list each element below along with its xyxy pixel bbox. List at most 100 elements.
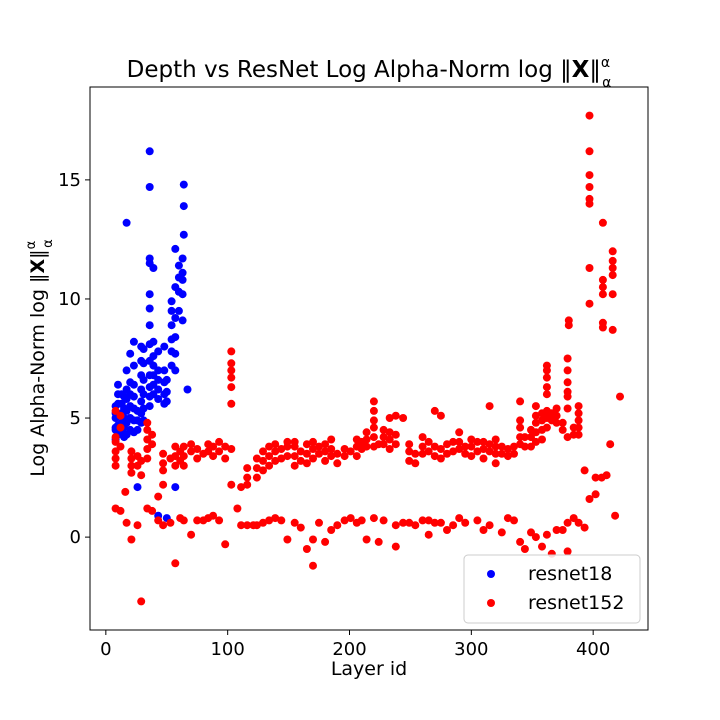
point-resnet152-187 <box>411 459 420 468</box>
point-resnet152-214 <box>455 428 464 437</box>
point-resnet18-67 <box>145 290 154 299</box>
point-resnet152-54 <box>187 447 196 456</box>
point-resnet152-40 <box>166 518 175 527</box>
point-resnet152-303 <box>574 430 583 439</box>
point-resnet152-207 <box>443 440 451 449</box>
point-resnet152-200 <box>430 442 439 451</box>
chart-title: Depth vs ResNet Log Alpha-Norm log ‖X‖α α <box>127 55 612 91</box>
point-resnet152-119 <box>296 523 305 532</box>
point-resnet152-134 <box>321 440 330 449</box>
point-resnet152-30 <box>148 506 157 515</box>
point-resnet152-204 <box>436 411 445 420</box>
point-resnet152-336 <box>608 247 617 256</box>
point-resnet18-106 <box>171 483 180 492</box>
point-resnet152-102 <box>271 447 280 456</box>
point-resnet152-308 <box>574 518 583 527</box>
point-resnet18-39 <box>129 380 138 389</box>
point-resnet152-5 <box>111 433 120 442</box>
point-resnet152-138 <box>327 435 336 444</box>
point-resnet152-227 <box>479 437 488 446</box>
point-resnet152-317 <box>585 264 594 272</box>
point-resnet152-283 <box>552 411 561 420</box>
x-tick-label-200: 200 <box>332 639 366 660</box>
point-resnet18-42 <box>133 425 142 434</box>
point-resnet152-163 <box>369 406 378 415</box>
point-resnet152-87 <box>243 521 252 530</box>
point-resnet152-223 <box>473 437 482 446</box>
point-resnet152-70 <box>221 540 230 549</box>
point-resnet152-101 <box>271 456 280 465</box>
point-resnet152-135 <box>321 537 330 546</box>
point-resnet152-249 <box>516 416 525 425</box>
point-resnet152-208 <box>443 526 451 534</box>
point-resnet152-57 <box>193 454 202 463</box>
point-resnet152-184 <box>405 447 414 456</box>
point-resnet152-105 <box>277 454 286 463</box>
point-resnet152-210 <box>449 437 458 446</box>
point-resnet152-235 <box>491 442 500 451</box>
point-resnet18-55 <box>139 390 148 399</box>
point-resnet152-192 <box>418 433 427 442</box>
point-resnet152-178 <box>391 411 400 420</box>
point-resnet152-50 <box>179 461 188 470</box>
point-resnet152-335 <box>608 256 617 265</box>
point-resnet152-288 <box>558 526 567 534</box>
point-resnet18-80 <box>154 385 163 394</box>
legend-box <box>463 554 641 624</box>
point-resnet152-218 <box>461 518 470 527</box>
point-resnet152-169 <box>379 433 388 442</box>
point-resnet152-85 <box>243 473 252 482</box>
point-resnet152-18 <box>133 521 142 530</box>
legend: resnet18 resnet152 <box>463 554 641 624</box>
y-axis-ticks: 0 5 10 15 <box>58 170 90 548</box>
point-resnet152-197 <box>424 516 433 525</box>
point-resnet152-273 <box>542 390 551 399</box>
point-resnet152-117 <box>296 456 305 465</box>
point-resnet152-299 <box>564 316 573 325</box>
point-resnet18-115 <box>178 316 187 325</box>
point-resnet152-327 <box>598 275 607 284</box>
point-resnet152-240 <box>503 452 512 461</box>
point-resnet152-72 <box>221 442 230 451</box>
point-resnet152-81 <box>233 504 242 513</box>
point-resnet152-2 <box>111 454 120 463</box>
point-resnet152-241 <box>503 445 512 453</box>
point-resnet152-100 <box>265 516 274 525</box>
point-resnet152-213 <box>455 437 464 446</box>
point-resnet152-263 <box>531 402 540 411</box>
point-resnet152-118 <box>296 447 305 456</box>
point-resnet152-232 <box>485 521 494 530</box>
point-resnet152-55 <box>187 440 196 449</box>
point-resnet152-9 <box>116 423 125 432</box>
point-resnet152-56 <box>193 516 202 525</box>
point-resnet152-21 <box>137 597 146 606</box>
point-resnet18-114 <box>178 254 187 263</box>
point-resnet152-191 <box>418 442 427 451</box>
point-resnet152-58 <box>193 445 202 453</box>
point-resnet152-144 <box>340 445 349 453</box>
point-resnet152-228 <box>479 526 488 534</box>
point-resnet152-242 <box>503 514 512 523</box>
point-resnet152-182 <box>399 414 408 422</box>
point-resnet152-230 <box>485 440 494 449</box>
point-resnet18-89 <box>160 342 169 351</box>
point-resnet152-49 <box>179 516 188 525</box>
point-resnet152-132 <box>321 456 330 465</box>
point-resnet152-1 <box>111 461 120 470</box>
point-resnet152-110 <box>283 437 292 446</box>
point-resnet152-137 <box>327 445 336 453</box>
point-resnet152-22 <box>137 471 146 480</box>
point-resnet152-66 <box>209 442 218 451</box>
point-resnet152-140 <box>333 459 342 468</box>
point-resnet152-220 <box>467 442 476 451</box>
point-resnet152-188 <box>411 449 420 458</box>
point-resnet152-215 <box>455 514 464 523</box>
point-resnet152-253 <box>520 433 529 442</box>
point-resnet152-176 <box>391 440 400 449</box>
point-resnet152-38 <box>159 449 168 458</box>
point-resnet152-84 <box>243 480 252 489</box>
point-resnet152-116 <box>290 518 299 527</box>
point-resnet152-64 <box>209 511 218 520</box>
point-resnet152-337 <box>611 511 620 520</box>
point-resnet152-123 <box>302 545 311 553</box>
